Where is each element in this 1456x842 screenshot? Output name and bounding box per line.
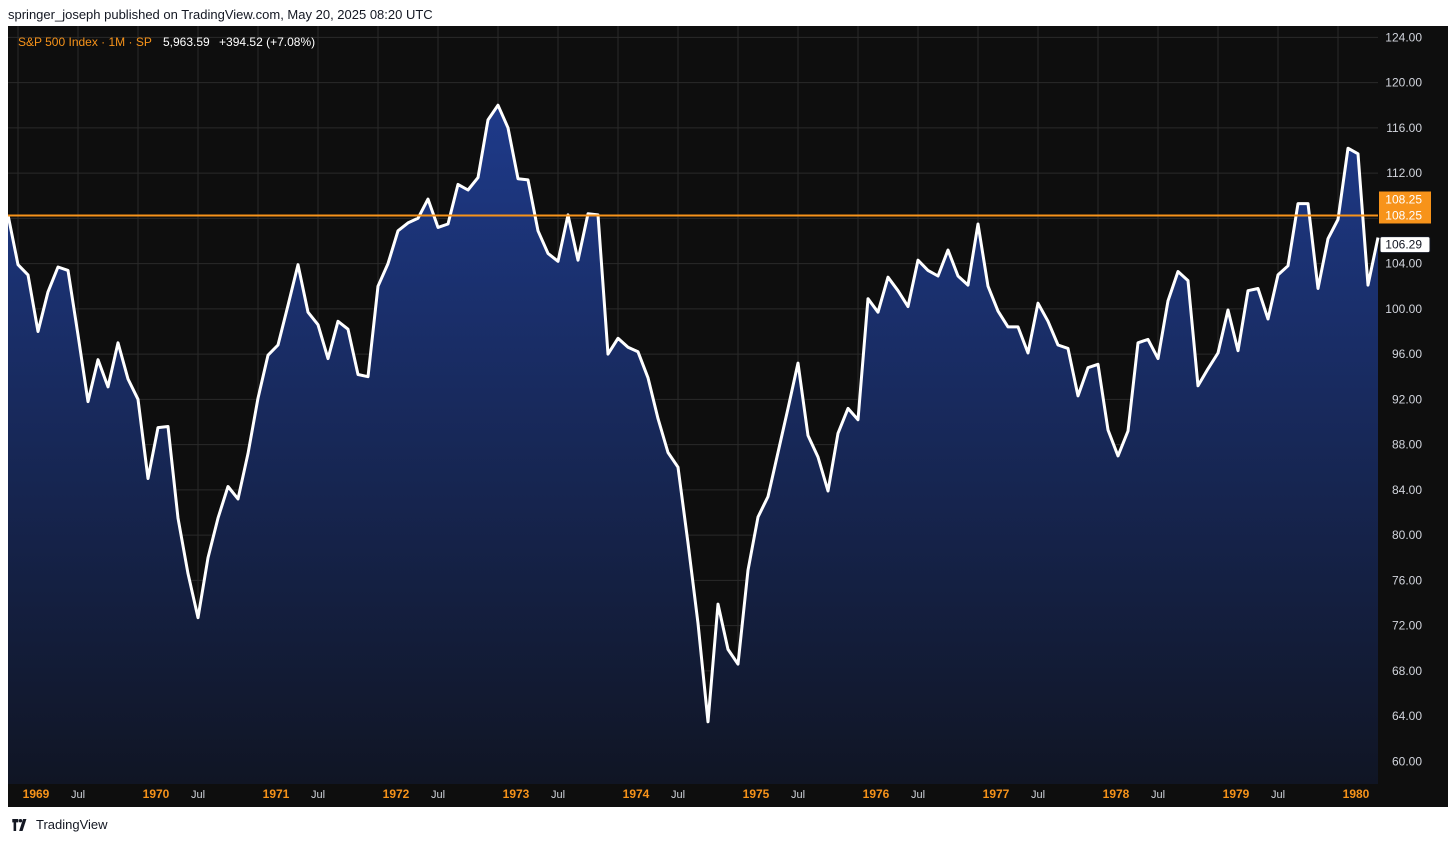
price-label-text: 108.25: [1385, 209, 1422, 223]
time-axis-tick-label: 1979: [1223, 787, 1250, 801]
price-axis-tick-label: 84.00: [1392, 483, 1422, 497]
time-axis-tick-label: Jul: [791, 789, 805, 801]
time-axis-tick-label: Jul: [431, 789, 445, 801]
time-axis-tick-label: Jul: [911, 789, 925, 801]
price-axis-tick-label: 104.00: [1385, 257, 1422, 271]
price-area-fill: [8, 105, 1378, 784]
price-chart[interactable]: 60.00 64.00 68.00 72.00 76.00 80.00 84.00 88.00…: [8, 26, 1448, 807]
time-axis-tick-label: 1969: [23, 787, 50, 801]
time-axis-tick-label: 1970: [143, 787, 170, 801]
time-axis-tick-label: 1973: [503, 787, 530, 801]
time-axis-tick-label: 1971: [263, 787, 290, 801]
price-axis-tick-label: 64.00: [1392, 709, 1422, 723]
time-axis-tick-label: Jul: [311, 789, 325, 801]
legend[interactable]: S&P 500 Index · 1M · SP 5,963.59 +394.52…: [18, 35, 315, 49]
legend-value: 5,963.59: [163, 35, 210, 49]
price-axis-tick-label: 92.00: [1392, 392, 1422, 406]
footer: TradingView: [10, 817, 108, 832]
time-axis-tick-label: 1978: [1103, 787, 1130, 801]
time-axis-tick-label: 1977: [983, 787, 1010, 801]
price-axis-tick-label: 96.00: [1392, 347, 1422, 361]
time-axis-tick-label: 1976: [863, 787, 890, 801]
price-label-box: [1379, 236, 1431, 254]
time-axis-tick-label: Jul: [1271, 789, 1285, 801]
price-axis-tick-label: 120.00: [1385, 76, 1422, 90]
price-axis-tick-label: 112.00: [1386, 166, 1422, 180]
published-caption: springer_joseph published on TradingView…: [8, 7, 433, 22]
time-axis-tick-label: Jul: [671, 789, 685, 801]
price-axis-tick-label: 100.00: [1385, 302, 1422, 316]
price-axis-tick-label: 76.00: [1392, 573, 1422, 587]
time-axis-tick-label: Jul: [1031, 789, 1045, 801]
legend-change: +394.52 (+7.08%): [219, 35, 315, 49]
price-line: [8, 103, 1380, 724]
legend-symbol[interactable]: S&P 500 Index · 1M · SP: [18, 35, 152, 49]
time-axis-tick-label: 1972: [383, 787, 410, 801]
time-axis-tick-label: 1980: [1343, 787, 1370, 801]
price-label-box: [1379, 191, 1431, 208]
price-axis-tick-label: 68.00: [1392, 664, 1422, 678]
time-axis-tick-label: Jul: [551, 789, 565, 801]
price-labels: 108.25 108.25 106.29: [1379, 191, 1431, 254]
time-axis-tick-label: Jul: [1151, 789, 1165, 801]
time-axis-tick-label: 1974: [623, 787, 650, 801]
price-axis-tick-label: 124.00: [1385, 30, 1422, 44]
time-axis-tick-label: Jul: [191, 789, 205, 801]
price-axis[interactable]: 60.00 64.00 68.00 72.00 76.00 80.00 84.00 88.00…: [1385, 30, 1422, 768]
price-label-text: 106.29: [1385, 238, 1422, 252]
price-label-text: 108.25: [1385, 193, 1422, 207]
time-axis-tick-label: 1975: [743, 787, 770, 801]
price-label-box: [1379, 207, 1431, 224]
price-axis-tick-label: 72.00: [1392, 619, 1422, 633]
price-axis-tick-label: 116.00: [1386, 121, 1422, 135]
price-axis-tick-label: 60.00: [1392, 754, 1422, 768]
tradingview-logo-icon: [12, 818, 27, 831]
price-axis-tick-label: 88.00: [1392, 438, 1422, 452]
footer-brand: TradingView: [36, 817, 108, 832]
time-axis-tick-label: Jul: [71, 789, 85, 801]
chart-panel[interactable]: 60.00 64.00 68.00 72.00 76.00 80.00 84.00 88.00…: [8, 26, 1448, 807]
price-axis-tick-label: 80.00: [1392, 528, 1422, 542]
time-axis[interactable]: 1969 Jul 1970 Jul 1971 Jul 1972 Jul 1973 Jul 1974 J…: [23, 787, 1370, 801]
